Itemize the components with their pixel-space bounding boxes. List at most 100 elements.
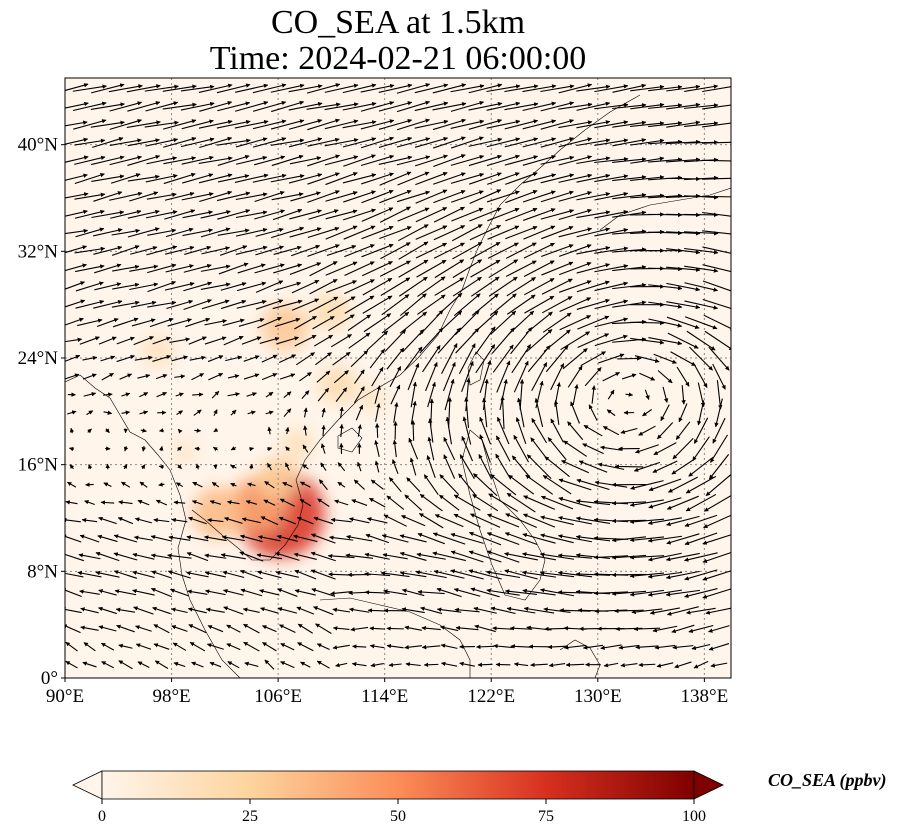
wind-arrow <box>325 225 358 240</box>
wind-arrow <box>594 191 629 201</box>
wind-arrow <box>252 173 287 183</box>
wind-arrow <box>291 298 320 311</box>
wind-arrow <box>380 277 411 296</box>
wind-arrow <box>414 119 449 129</box>
wind-arrow <box>343 208 376 221</box>
wind-arrow <box>255 299 284 310</box>
wind-arrow <box>542 474 572 495</box>
wind-arrow <box>668 476 698 493</box>
wind-arrow <box>704 330 731 351</box>
wind-arrow <box>247 482 256 487</box>
wind-arrow <box>189 641 206 652</box>
wind-arrow <box>242 607 260 613</box>
wind-arrow <box>307 137 340 147</box>
wind-arrow <box>97 534 118 543</box>
wind-arrow <box>572 384 579 405</box>
wind-arrow <box>191 661 204 668</box>
wind-arrow <box>111 228 141 236</box>
wind-arrow <box>300 481 311 488</box>
wind-arrow <box>653 442 677 456</box>
wind-arrow <box>437 327 461 354</box>
wind-arrow <box>611 554 647 560</box>
wind-arrow <box>450 550 484 563</box>
wind-arrow <box>188 624 207 634</box>
wind-arrow <box>576 280 610 293</box>
wind-arrow <box>246 392 257 397</box>
wind-arrow <box>353 479 365 490</box>
wind-arrow <box>409 457 417 476</box>
wind-arrow <box>335 662 348 668</box>
wind-arrow <box>522 190 556 203</box>
wind-arrow <box>594 210 629 219</box>
wind-arrow <box>65 192 89 199</box>
wind-arrow <box>187 589 208 595</box>
wind-arrow <box>118 500 133 505</box>
wind-arrow <box>648 318 683 328</box>
wind-arrow <box>450 119 485 129</box>
wind-arrow <box>241 517 261 524</box>
wind-arrow <box>240 534 263 543</box>
wind-arrow <box>343 190 376 203</box>
wind-arrow <box>621 373 637 380</box>
wind-arrow <box>670 351 696 367</box>
wind-arrow <box>253 155 286 166</box>
wind-arrow <box>614 608 644 614</box>
wind-arrow <box>96 318 119 328</box>
wind-arrow <box>505 513 537 529</box>
wind-arrow <box>410 381 417 408</box>
wind-arrow <box>152 354 172 362</box>
wind-arrow <box>612 300 647 308</box>
wind-arrow <box>486 137 521 148</box>
wind-arrow <box>429 398 434 427</box>
wind-arrow <box>545 345 569 373</box>
wind-arrow <box>557 590 593 595</box>
wind-arrow <box>686 607 716 615</box>
wind-arrow <box>644 389 650 400</box>
wind-arrow <box>264 659 275 670</box>
wind-arrow <box>74 173 105 184</box>
wind-arrow <box>666 139 701 145</box>
wind-arrow <box>479 360 492 394</box>
wind-arrow <box>325 172 358 186</box>
wind-arrow <box>472 310 499 335</box>
wind-arrow <box>379 226 412 240</box>
wind-arrow <box>421 625 441 631</box>
wind-arrow <box>381 294 410 316</box>
wind-arrow <box>65 299 86 308</box>
wind-arrow <box>702 588 731 599</box>
wind-arrow <box>611 536 647 543</box>
wind-arrow <box>200 227 231 238</box>
wind-arrow <box>114 589 137 596</box>
wind-arrow <box>404 346 423 371</box>
wind-arrow <box>458 473 477 496</box>
wind-arrow <box>118 643 133 649</box>
wind-arrow <box>260 607 279 614</box>
wind-arrow <box>665 570 700 580</box>
wind-arrow <box>366 330 389 351</box>
wind-arrow <box>74 192 106 200</box>
wind-arrow <box>488 276 518 297</box>
wind-arrow <box>531 418 548 444</box>
wind-arrow <box>65 624 81 634</box>
wind-arrow <box>115 607 136 613</box>
wind-arrow <box>475 344 496 374</box>
colorbar-extend-max <box>693 770 724 800</box>
wind-arrow <box>271 154 304 167</box>
wind-arrow <box>647 535 682 543</box>
wind-arrow <box>65 517 81 523</box>
wind-arrow <box>486 154 520 167</box>
wind-arrow <box>526 329 553 353</box>
wind-arrow <box>516 397 525 428</box>
wind-arrow <box>137 373 151 379</box>
wind-arrow <box>521 570 557 578</box>
wind-arrow <box>204 319 228 326</box>
wind-arrow <box>370 479 384 490</box>
wind-arrow <box>344 261 375 277</box>
wind-arrow <box>351 499 368 506</box>
wind-arrow <box>159 428 164 433</box>
wind-arrow <box>369 626 385 631</box>
wind-arrow <box>591 385 596 404</box>
wind-arrow <box>235 210 268 219</box>
wind-arrow <box>662 386 669 403</box>
wind-arrow <box>93 299 123 309</box>
